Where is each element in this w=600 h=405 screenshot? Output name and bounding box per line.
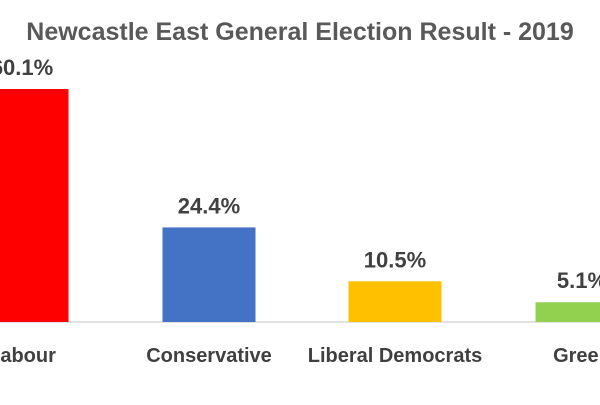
- bar-green: [536, 302, 600, 322]
- data-label-green: 5.1%: [557, 268, 600, 293]
- bars-group: [0, 89, 600, 322]
- chart-title: Newcastle East General Election Result -…: [26, 18, 573, 46]
- bar-conservative: [163, 227, 256, 322]
- data-label-labour: 60.1%: [0, 55, 53, 80]
- data-labels-group: 60.1% 24.4% 10.5% 5.1%: [0, 55, 600, 293]
- category-label-labour: Labour: [0, 345, 56, 367]
- category-label-liberal-democrats: Liberal Democrats: [308, 345, 483, 367]
- category-labels-group: Labour Conservative Liberal Democrats Green: [0, 345, 600, 367]
- bar-liberal-democrats: [349, 281, 442, 322]
- category-label-green: Green: [553, 345, 600, 367]
- data-label-liberal-democrats: 10.5%: [364, 247, 426, 272]
- category-label-conservative: Conservative: [146, 345, 272, 367]
- data-label-conservative: 24.4%: [178, 193, 240, 218]
- bar-labour: [0, 89, 69, 322]
